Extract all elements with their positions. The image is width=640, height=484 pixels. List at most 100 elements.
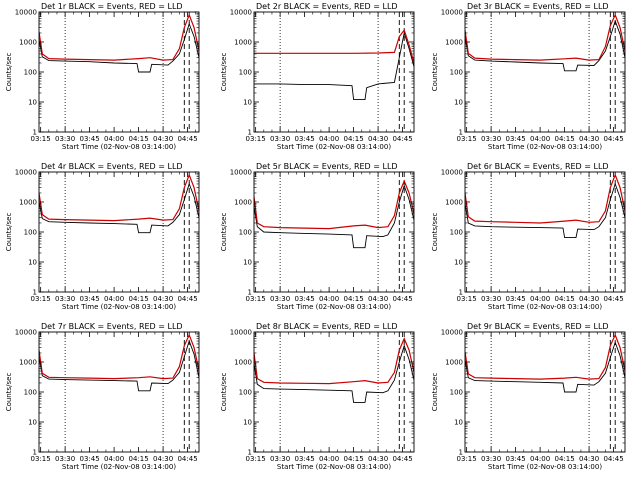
panel-title: Det 9r BLACK = Events, RED = LLD — [467, 322, 609, 331]
y-axis-label: Counts/sec — [220, 213, 228, 252]
x-axis-label: Start Time (02-Nov-08 03:14:00) — [277, 303, 391, 311]
y-tick-label: 1 — [248, 289, 252, 297]
x-tick-label: 03:15 — [246, 455, 266, 463]
y-tick-label: 100 — [239, 69, 252, 77]
y-axis-label: Counts/sec — [431, 213, 439, 252]
x-tick-label: 04:30 — [153, 135, 173, 143]
y-axis-label: Counts/sec — [5, 213, 13, 252]
plot-frame — [38, 331, 200, 453]
y-tick-label: 10000 — [15, 9, 37, 17]
x-tick-label: 03:45 — [80, 295, 100, 303]
events-series-line — [254, 184, 414, 249]
y-tick-label: 10000 — [230, 329, 252, 337]
lld-series-line — [39, 173, 199, 222]
y-tick-label: 1 — [33, 449, 37, 457]
y-tick-label: 1000 — [19, 39, 37, 47]
panel-title: Det 5r BLACK = Events, RED = LLD — [256, 162, 398, 171]
y-tick-label: 1 — [459, 289, 463, 297]
panel-det-5r: Det 5r BLACK = Events, RED = LLD 1 10 100 10… — [220, 162, 415, 311]
x-tick-label: 04:30 — [368, 455, 388, 463]
plot-frame — [464, 331, 626, 453]
y-tick-label: 10000 — [441, 9, 463, 17]
y-tick-label: 10000 — [230, 169, 252, 177]
y-tick-label: 100 — [450, 389, 463, 397]
x-tick-label: 03:15 — [31, 295, 51, 303]
x-tick-label: 03:45 — [506, 135, 526, 143]
x-tick-label: 04:15 — [128, 135, 148, 143]
y-tick-label: 100 — [239, 229, 252, 237]
panel-title: Det 8r BLACK = Events, RED = LLD — [256, 322, 398, 331]
x-tick-label: 03:45 — [80, 455, 100, 463]
y-tick-label: 1000 — [19, 359, 37, 367]
x-tick-label: 04:45 — [177, 455, 197, 463]
plot-frame — [464, 171, 626, 293]
x-axis-label: Start Time (02-Nov-08 03:14:00) — [277, 463, 391, 471]
x-axis-label: Start Time (02-Nov-08 03:14:00) — [62, 463, 176, 471]
y-axis-label: Counts/sec — [220, 373, 228, 412]
events-series-line — [39, 22, 199, 73]
x-tick-label: 03:30 — [270, 295, 290, 303]
y-tick-label: 100 — [24, 69, 37, 77]
x-tick-label: 03:45 — [295, 455, 315, 463]
y-tick-label: 100 — [24, 389, 37, 397]
y-tick-label: 10 — [454, 259, 463, 267]
x-axis-label: Start Time (02-Nov-08 03:14:00) — [488, 143, 602, 151]
x-tick-label: 04:45 — [603, 135, 623, 143]
x-tick-label: 04:45 — [392, 135, 412, 143]
y-tick-label: 1000 — [445, 199, 463, 207]
x-tick-label: 04:15 — [554, 295, 574, 303]
x-tick-label: 04:30 — [579, 455, 599, 463]
x-tick-label: 04:30 — [368, 135, 388, 143]
x-tick-label: 03:30 — [55, 455, 75, 463]
lld-series-line — [254, 28, 414, 64]
y-axis-label: Counts/sec — [5, 53, 13, 92]
plot-frame — [38, 11, 200, 133]
x-tick-label: 03:15 — [457, 135, 477, 143]
y-tick-label: 100 — [239, 389, 252, 397]
x-tick-label: 04:30 — [579, 295, 599, 303]
panel-det-8r: Det 8r BLACK = Events, RED = LLD 1 10 100 10… — [220, 322, 415, 471]
x-tick-label: 03:30 — [481, 295, 501, 303]
x-axis-label: Start Time (02-Nov-08 03:14:00) — [62, 143, 176, 151]
panel-title: Det 3r BLACK = Events, RED = LLD — [467, 2, 609, 11]
panel-det-6r: Det 6r BLACK = Events, RED = LLD 1 10 100 10… — [431, 162, 626, 311]
x-tick-label: 04:45 — [177, 295, 197, 303]
x-tick-label: 04:30 — [579, 135, 599, 143]
y-tick-label: 10 — [28, 419, 37, 427]
events-series-line — [39, 182, 199, 234]
x-axis-label: Start Time (02-Nov-08 03:14:00) — [277, 143, 391, 151]
x-tick-label: 04:00 — [530, 135, 550, 143]
plot-frame — [464, 11, 626, 133]
y-tick-label: 10 — [454, 99, 463, 107]
panel-title: Det 1r BLACK = Events, RED = LLD — [41, 2, 183, 11]
y-tick-label: 1 — [33, 129, 37, 137]
panel-det-2r: Det 2r BLACK = Events, RED = LLD 1 10 100 10… — [220, 2, 415, 151]
x-tick-label: 04:45 — [177, 135, 197, 143]
y-tick-label: 100 — [450, 69, 463, 77]
y-tick-label: 1 — [248, 129, 252, 137]
x-tick-label: 03:15 — [457, 455, 477, 463]
y-tick-label: 10000 — [15, 329, 37, 337]
plot-frame — [253, 171, 415, 293]
x-tick-label: 04:45 — [392, 295, 412, 303]
y-tick-label: 1000 — [19, 199, 37, 207]
x-tick-label: 04:15 — [128, 295, 148, 303]
x-tick-label: 04:00 — [530, 295, 550, 303]
events-series-line — [254, 344, 414, 403]
panel-title: Det 2r BLACK = Events, RED = LLD — [256, 2, 398, 11]
y-axis-label: Counts/sec — [431, 373, 439, 412]
x-tick-label: 04:30 — [153, 295, 173, 303]
y-tick-label: 100 — [450, 229, 463, 237]
panel-title: Det 4r BLACK = Events, RED = LLD — [41, 162, 183, 171]
lld-series-line — [39, 13, 199, 61]
panel-det-9r: Det 9r BLACK = Events, RED = LLD 1 10 100 10… — [431, 322, 626, 471]
events-series-line — [465, 19, 625, 72]
events-series-line — [465, 341, 625, 393]
y-tick-label: 10 — [243, 99, 252, 107]
plot-frame — [38, 171, 200, 293]
x-tick-label: 03:45 — [80, 135, 100, 143]
x-tick-label: 03:15 — [246, 295, 266, 303]
x-tick-label: 03:45 — [295, 135, 315, 143]
x-tick-label: 03:30 — [481, 135, 501, 143]
y-tick-label: 1 — [248, 449, 252, 457]
